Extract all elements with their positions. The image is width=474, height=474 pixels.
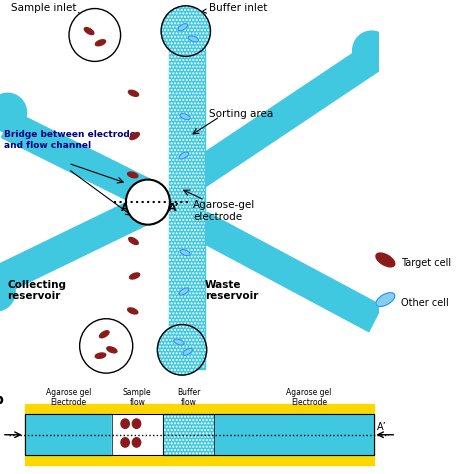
Ellipse shape — [376, 292, 395, 307]
Bar — [214, 414, 374, 455]
Text: Other cell: Other cell — [401, 298, 449, 308]
Text: Agarose-gel
electrode: Agarose-gel electrode — [193, 200, 255, 222]
Text: Buffer
flow: Buffer flow — [177, 388, 200, 408]
Bar — [163, 414, 214, 455]
Ellipse shape — [188, 36, 199, 42]
Circle shape — [0, 272, 15, 311]
Text: Target cell: Target cell — [401, 258, 451, 268]
Bar — [25, 414, 112, 455]
Circle shape — [157, 325, 207, 375]
Bar — [163, 414, 214, 455]
Text: Sorting area: Sorting area — [209, 109, 273, 118]
Ellipse shape — [100, 331, 109, 338]
Polygon shape — [190, 46, 379, 187]
Polygon shape — [0, 199, 146, 293]
Ellipse shape — [179, 288, 189, 295]
Bar — [119, 19, 152, 369]
Polygon shape — [1, 111, 150, 206]
Ellipse shape — [179, 152, 189, 159]
Bar — [169, 19, 205, 369]
Bar — [25, 404, 374, 465]
Ellipse shape — [178, 24, 188, 31]
Circle shape — [353, 31, 391, 70]
Text: A’: A’ — [168, 203, 180, 213]
Bar — [112, 414, 163, 455]
Text: b: b — [0, 393, 4, 407]
Polygon shape — [194, 212, 382, 332]
Ellipse shape — [129, 237, 138, 245]
Bar — [112, 414, 163, 455]
Ellipse shape — [132, 419, 141, 428]
Text: A’: A’ — [377, 422, 387, 432]
Circle shape — [0, 93, 27, 132]
Ellipse shape — [129, 273, 140, 279]
Ellipse shape — [107, 347, 117, 353]
Circle shape — [80, 319, 133, 373]
Ellipse shape — [95, 40, 106, 46]
Ellipse shape — [128, 90, 138, 96]
Circle shape — [69, 9, 120, 62]
Text: Agarose gel
Electrode: Agarose gel Electrode — [46, 388, 91, 408]
Bar — [169, 19, 205, 369]
Ellipse shape — [376, 253, 395, 267]
Bar — [25, 414, 374, 455]
Ellipse shape — [128, 172, 138, 178]
Text: Waste
reservoir: Waste reservoir — [205, 280, 258, 301]
Text: Buffer inlet: Buffer inlet — [202, 3, 267, 13]
Text: Collecting
reservoir: Collecting reservoir — [8, 280, 66, 301]
Text: Bridge between electrode
and flow channel: Bridge between electrode and flow channe… — [4, 130, 136, 150]
Ellipse shape — [180, 250, 190, 255]
Ellipse shape — [130, 133, 139, 139]
Ellipse shape — [95, 353, 106, 358]
Text: Agarose gel
Electrode: Agarose gel Electrode — [286, 388, 332, 408]
Ellipse shape — [183, 348, 192, 355]
Ellipse shape — [132, 438, 141, 447]
Circle shape — [126, 180, 170, 225]
Bar — [163, 414, 214, 455]
Text: Sample inlet: Sample inlet — [11, 3, 82, 17]
Ellipse shape — [180, 114, 190, 119]
Text: Sample
flow: Sample flow — [123, 388, 152, 408]
Ellipse shape — [128, 308, 138, 314]
Ellipse shape — [84, 27, 94, 35]
Ellipse shape — [121, 438, 129, 447]
Circle shape — [161, 6, 210, 56]
Ellipse shape — [174, 339, 184, 345]
Text: A: A — [121, 203, 130, 213]
Ellipse shape — [121, 419, 129, 428]
